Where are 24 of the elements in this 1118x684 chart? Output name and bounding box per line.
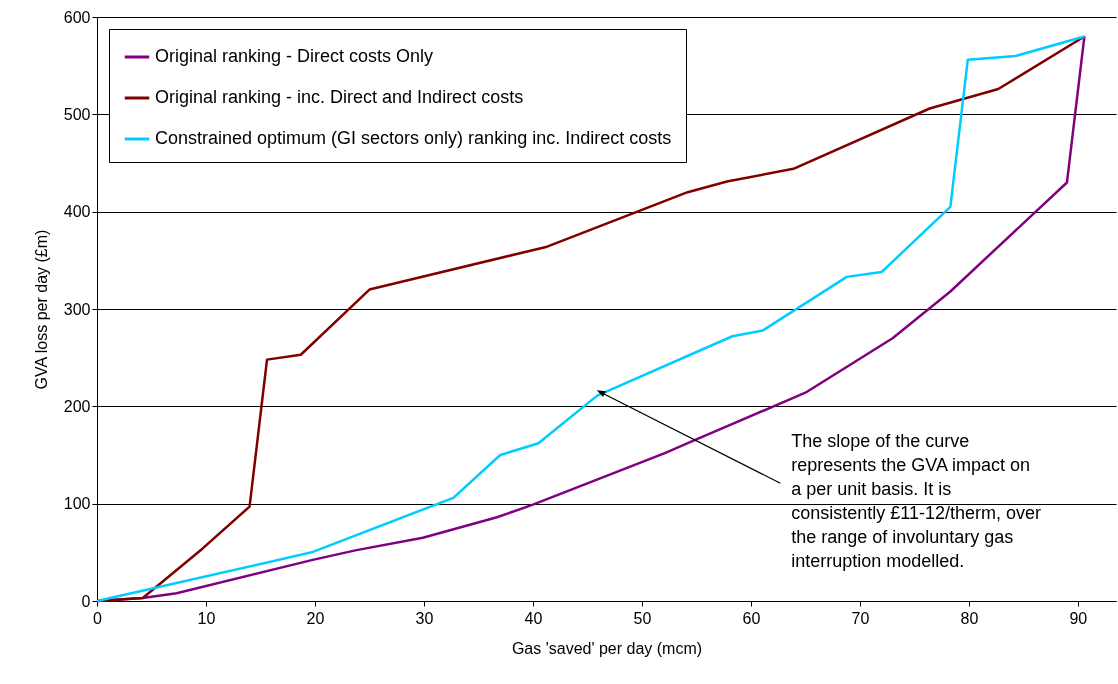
legend-label: Original ranking - Direct costs Only <box>155 46 434 66</box>
x-tick-label: 40 <box>524 609 543 627</box>
line-series <box>95 35 1086 603</box>
x-tick-label: 90 <box>1069 609 1088 627</box>
y-tick-label: 600 <box>63 8 91 26</box>
x-axis-title: Gas 'saved' per day (mcm) <box>511 639 703 657</box>
y-tick-label: 400 <box>63 203 91 221</box>
x-tick-label: 50 <box>633 609 652 627</box>
y-tick-label: 200 <box>63 397 91 415</box>
x-tick-label: 80 <box>960 609 979 627</box>
x-tick-label: 30 <box>415 609 434 627</box>
x-tick-label: 0 <box>93 609 103 627</box>
legend-label: Original ranking - inc. Direct and Indirect costs <box>155 87 524 107</box>
y-tick-label: 500 <box>63 105 91 123</box>
y-axis-title: GVA loss per day (£m) <box>32 229 50 390</box>
annotation: The slope of the curve represents the GVA impact on a per unit basis. It is consistently £11-12/therm, over the range of involuntary gas interruption modelled. <box>791 430 1042 571</box>
y-tick-label: 300 <box>63 300 91 318</box>
legend-label: Constrained optimum (GI sectors only) ranking inc. Indirect costs <box>155 128 672 148</box>
x-tick-label: 10 <box>197 609 216 627</box>
x-tick-label: 60 <box>742 609 761 627</box>
y-tick-label: 100 <box>63 495 91 513</box>
x-tick-label: 20 <box>306 609 325 627</box>
y-tick-label: 0 <box>81 592 91 610</box>
x-tick-label: 70 <box>851 609 870 627</box>
